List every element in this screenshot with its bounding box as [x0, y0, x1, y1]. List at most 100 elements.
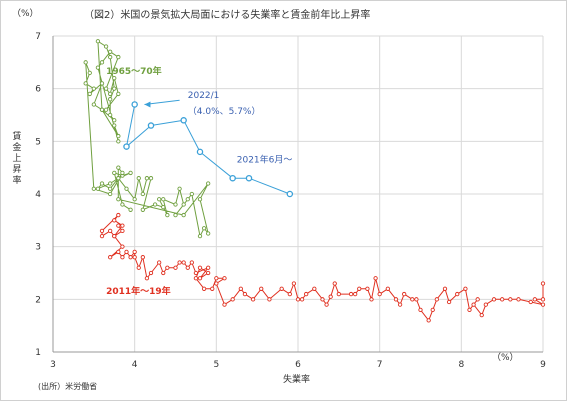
- data-point: [116, 212, 121, 218]
- annotation-arrowhead: [144, 101, 151, 108]
- data-point: [132, 249, 137, 255]
- data-point: [206, 265, 211, 270]
- data-point: [140, 207, 145, 212]
- data-point: [197, 276, 203, 281]
- data-point: [377, 291, 382, 297]
- x-tick-label: 8: [458, 360, 464, 370]
- annotation-label: （4.0%、5.7%）: [188, 106, 261, 117]
- data-point: [348, 291, 354, 297]
- series-line-2: [126, 104, 290, 195]
- data-point: [147, 122, 155, 129]
- data-point: [430, 307, 435, 313]
- data-point: [181, 212, 186, 218]
- data-point: [116, 197, 121, 202]
- data-point: [120, 228, 125, 234]
- data-point: [83, 81, 88, 86]
- x-tick-label: 9: [540, 360, 546, 370]
- data-point: [540, 302, 546, 307]
- data-point: [108, 255, 113, 260]
- data-point: [312, 286, 317, 291]
- data-point: [185, 197, 190, 202]
- data-point: [385, 286, 390, 291]
- data-point: [99, 233, 105, 239]
- data-point: [434, 297, 439, 302]
- data-point: [116, 249, 121, 255]
- data-point: [91, 186, 96, 191]
- data-point: [500, 297, 505, 302]
- data-point: [491, 297, 497, 302]
- annotation-label: 2021年6月〜: [237, 153, 293, 165]
- y-tick-label: 5: [35, 137, 41, 147]
- data-point: [475, 297, 480, 302]
- data-point: [324, 302, 329, 307]
- data-point: [230, 297, 235, 302]
- data-point: [128, 207, 133, 212]
- data-point: [365, 286, 370, 291]
- data-point: [197, 265, 203, 270]
- y-tick-label: 4: [35, 190, 41, 200]
- x-tick-label: 6: [295, 360, 301, 370]
- data-point: [516, 297, 521, 302]
- data-point: [99, 228, 105, 234]
- data-point: [222, 302, 227, 307]
- data-point: [91, 86, 96, 91]
- x-axis-label: 失業率: [283, 375, 311, 385]
- data-point: [161, 197, 166, 202]
- data-point: [116, 133, 121, 139]
- data-point: [112, 123, 117, 128]
- data-point: [193, 270, 199, 276]
- data-point: [148, 270, 154, 276]
- data-point: [99, 81, 105, 86]
- data-point: [442, 286, 448, 291]
- data-point: [299, 297, 305, 302]
- data-point: [112, 233, 117, 239]
- data-point: [193, 276, 199, 281]
- y-tick-label: 6: [35, 85, 41, 95]
- data-point: [112, 170, 117, 176]
- data-point: [87, 91, 92, 97]
- data-point: [144, 276, 150, 281]
- data-point: [108, 181, 113, 186]
- data-point: [479, 312, 484, 318]
- data-point: [108, 97, 113, 102]
- data-point: [112, 218, 117, 223]
- data-point: [131, 101, 138, 108]
- data-point: [161, 270, 166, 276]
- data-point: [157, 197, 162, 202]
- data-point: [426, 318, 431, 323]
- data-point: [120, 255, 125, 260]
- data-point: [320, 297, 325, 302]
- data-point: [328, 294, 333, 299]
- data-point: [140, 255, 145, 260]
- data-point: [120, 170, 125, 176]
- data-point: [136, 265, 141, 270]
- data-point: [222, 276, 227, 281]
- data-point: [201, 226, 207, 231]
- data-point: [99, 181, 105, 186]
- data-point: [532, 297, 537, 302]
- data-point: [95, 39, 101, 44]
- data-point: [214, 281, 219, 286]
- data-point: [267, 297, 272, 302]
- data-point: [418, 307, 423, 313]
- y-tick-label: 7: [35, 32, 41, 42]
- data-point: [116, 91, 121, 97]
- data-point: [95, 65, 101, 70]
- data-point: [414, 297, 419, 302]
- data-point: [173, 212, 178, 218]
- x-tick-label: 3: [50, 360, 56, 370]
- data-point: [140, 191, 145, 197]
- data-point: [508, 297, 513, 302]
- data-point: [196, 148, 204, 156]
- data-point: [124, 186, 129, 191]
- data-point: [112, 75, 117, 81]
- data-point: [120, 202, 125, 207]
- data-point: [108, 112, 113, 118]
- data-point: [279, 286, 284, 291]
- data-point: [229, 174, 236, 182]
- data-point: [357, 286, 362, 291]
- data-point: [483, 302, 488, 307]
- data-point: [132, 197, 137, 202]
- data-point: [201, 286, 207, 291]
